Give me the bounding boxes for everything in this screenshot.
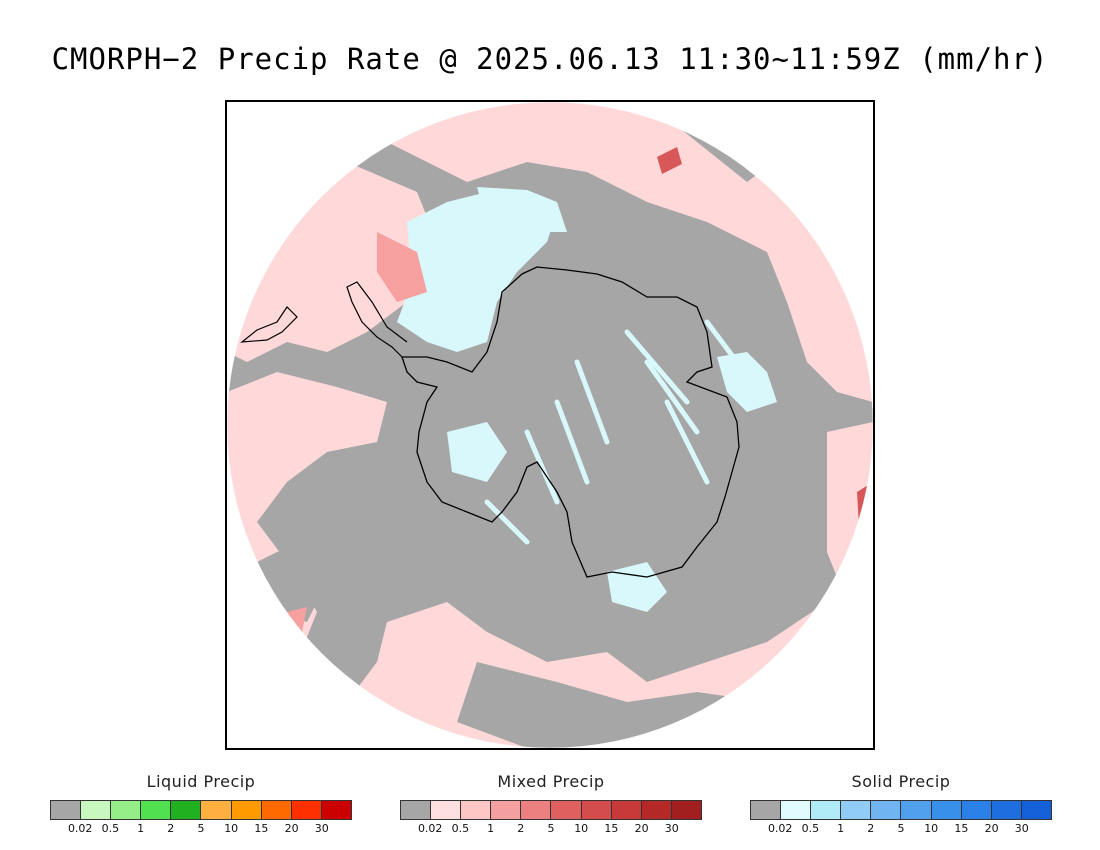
legend-swatch [781, 801, 812, 819]
legend-swatch [551, 801, 582, 819]
south-america-tip [240, 306, 298, 343]
legend-swatch [111, 801, 142, 819]
liquid-precip-legend: Liquid Precip 0.02 0.5 1 2 5 10 15 20 30 [50, 772, 352, 836]
legend-tick-label: 5 [197, 822, 205, 835]
legend-swatch [751, 801, 782, 819]
legend-swatch [141, 801, 172, 819]
solid-precip-legend: Solid Precip 0.02 0.5 1 2 5 10 15 20 30 [750, 772, 1052, 836]
solid-precip-region [717, 352, 777, 412]
legend-swatch [491, 801, 522, 819]
legend-swatch [671, 801, 701, 819]
legend-swatch [841, 801, 872, 819]
legend-tick-label: 10 [224, 822, 239, 835]
legend-swatch [581, 801, 612, 819]
legend-tick-label: 0.02 [67, 822, 93, 835]
legend-tick-label: 0.02 [417, 822, 443, 835]
mixed-precip-legend: Mixed Precip 0.02 0.5 1 2 5 10 15 20 30 [400, 772, 702, 836]
legend-swatch [641, 801, 672, 819]
legend-swatch [931, 801, 962, 819]
legend-swatch [321, 801, 351, 819]
legend-swatch [171, 801, 202, 819]
legend-tick-label: 15 [954, 822, 969, 835]
legend-tick-label: 2 [517, 822, 525, 835]
legend-tick-label: 1 [837, 822, 845, 835]
solid-precip-region [607, 562, 667, 612]
legend-swatches [50, 800, 352, 820]
mixed-heavy-region [657, 147, 682, 174]
solid-precip-region [447, 422, 507, 482]
legend-swatch [461, 801, 492, 819]
polar-map-frame [225, 100, 875, 750]
legend-swatch [611, 801, 642, 819]
antarctic-peninsula [346, 281, 408, 358]
solid-precip-region [477, 187, 567, 232]
legend-swatch [961, 801, 992, 819]
legend-tick-label: 5 [897, 822, 905, 835]
legend-swatch [401, 801, 432, 819]
legend-swatch [291, 801, 322, 819]
antarctic-precip-map [227, 102, 873, 748]
legend-swatches [400, 800, 702, 820]
legend-tick-label: 15 [604, 822, 619, 835]
legend-swatch [431, 801, 462, 819]
legend-tick-label: 30 [1014, 822, 1029, 835]
legend-tick-label: 10 [924, 822, 939, 835]
legend-ticks: 0.02 0.5 1 2 5 10 15 20 30 [750, 822, 1052, 836]
legend-tick-label: 20 [634, 822, 649, 835]
legend-swatch [811, 801, 842, 819]
legend-tick-label: 0.5 [451, 822, 470, 835]
legend-tick-label: 1 [487, 822, 495, 835]
legend-swatch [201, 801, 232, 819]
mixed-precip-region [387, 102, 873, 332]
mixed-moderate-region [377, 232, 427, 302]
legend-swatch [521, 801, 552, 819]
legend-tick-label: 1 [137, 822, 145, 835]
legend-tick-label: 0.5 [801, 822, 820, 835]
solid-precip-region [397, 192, 557, 352]
legend-swatch [231, 801, 262, 819]
legend-swatch [81, 801, 112, 819]
legend-tick-label: 10 [574, 822, 589, 835]
solid-precip-streaks [484, 319, 740, 545]
legend-title: Solid Precip [851, 772, 951, 791]
legend-swatch [51, 801, 82, 819]
legend-tick-label: 30 [664, 822, 679, 835]
legend-swatch [1021, 801, 1051, 819]
legend-tick-label: 2 [867, 822, 875, 835]
legend-tick-label: 2 [167, 822, 175, 835]
legend-tick-label: 5 [547, 822, 555, 835]
legend-swatches [750, 800, 1052, 820]
legend-ticks: 0.02 0.5 1 2 5 10 15 20 30 [400, 822, 702, 836]
legend-tick-label: 20 [284, 822, 299, 835]
legend-tick-label: 30 [314, 822, 329, 835]
legend-tick-label: 0.5 [101, 822, 120, 835]
legend-ticks: 0.02 0.5 1 2 5 10 15 20 30 [50, 822, 352, 836]
legend-swatch [901, 801, 932, 819]
legend-tick-label: 15 [254, 822, 269, 835]
legend-swatch [261, 801, 292, 819]
legend-swatch [871, 801, 902, 819]
legend-tick-label: 0.02 [767, 822, 793, 835]
mixed-precip-region [787, 292, 873, 402]
legend-tick-label: 20 [984, 822, 999, 835]
legend-swatch [991, 801, 1022, 819]
legend-title: Mixed Precip [497, 772, 605, 791]
map-title: CMORPH−2 Precip Rate @ 2025.06.13 11:30~… [51, 42, 1049, 76]
legend-title: Liquid Precip [146, 772, 256, 791]
